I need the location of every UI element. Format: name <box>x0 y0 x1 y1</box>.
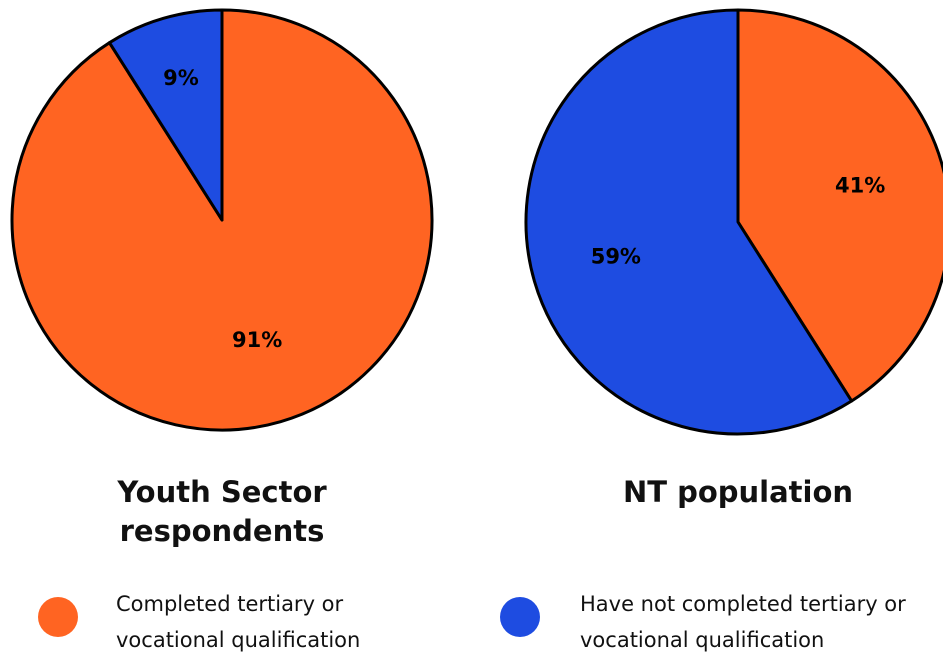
legend-swatch <box>500 597 540 637</box>
pie-slice <box>107 8 224 222</box>
slice-label: 41% <box>835 174 885 198</box>
slice-label: 91% <box>232 328 282 352</box>
slice-label: 9% <box>163 66 199 90</box>
pie-slice <box>524 8 854 436</box>
pie-slice <box>736 8 943 403</box>
slice-label: 59% <box>591 244 641 268</box>
chart-title: Youth Sector respondents <box>117 475 327 548</box>
legend-swatch <box>38 597 78 637</box>
chart-title: NT population <box>622 475 854 509</box>
legend-label: Have not completed tertiary or vocationa… <box>580 592 906 652</box>
legend-label: Completed tertiary or vocational qualifi… <box>116 592 361 652</box>
